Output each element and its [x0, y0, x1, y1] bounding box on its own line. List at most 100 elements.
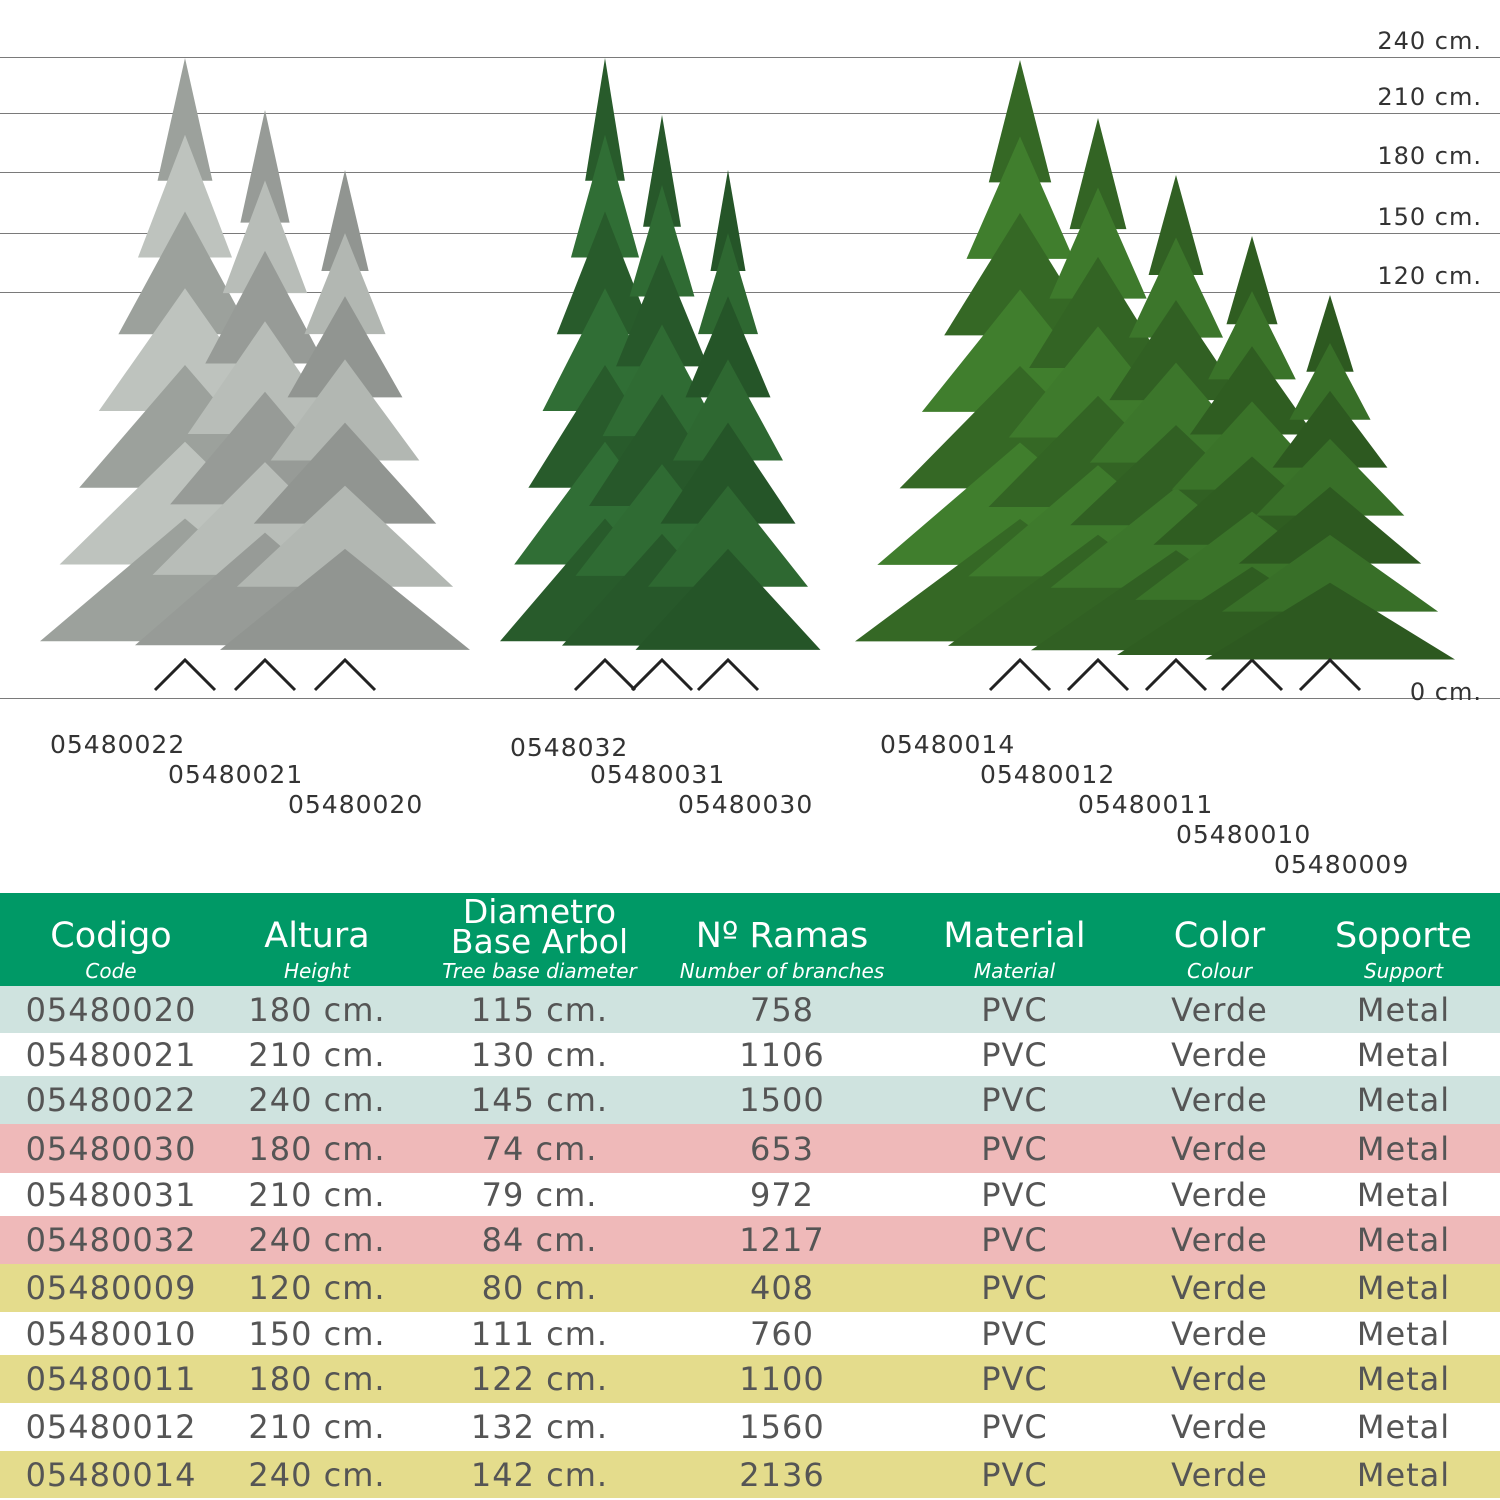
tree-code-label: 05480009	[1274, 850, 1410, 879]
scale-line	[0, 698, 1500, 699]
cell-color: Verde	[1171, 1269, 1268, 1307]
tree-illustrations	[40, 58, 1455, 692]
cell-branches: 758	[749, 990, 815, 1029]
cell-support: Metal	[1356, 1314, 1451, 1353]
scale-label: 150 cm.	[1377, 203, 1482, 231]
tree-code-label: 05480021	[168, 760, 304, 789]
tree-code-label: 05480011	[1078, 790, 1214, 819]
tree-05480030	[635, 170, 821, 692]
cell-diameter: 130 cm.	[470, 1035, 609, 1074]
column-header: Soporte Support	[1307, 893, 1500, 986]
tree-code-label: 05480012	[980, 760, 1116, 789]
cell-color: Verde	[1171, 1175, 1268, 1214]
table-row: 05480012 210 cm. 132 cm. 1560 PVC Verde Metal	[0, 1403, 1500, 1451]
column-header: Nº Ramas Number of branches	[667, 893, 897, 986]
cell-diameter: 111 cm.	[470, 1314, 609, 1353]
table-body: 05480020 180 cm. 115 cm. 758 PVC Verde Metal 05…	[0, 986, 1500, 1498]
table-header: Codigo Code Altura Height Diametro Base Arbol…	[0, 893, 1500, 986]
cell-height: 180 cm.	[248, 1129, 386, 1168]
scale-label: 0 cm.	[1409, 678, 1482, 706]
cell-material: PVC	[981, 1221, 1048, 1259]
cell-support: Metal	[1356, 1175, 1451, 1214]
cell-color: Verde	[1171, 1129, 1268, 1168]
table-row: 05480031 210 cm. 79 cm. 972 PVC Verde Metal	[0, 1173, 1500, 1216]
cell-diameter: 132 cm.	[470, 1408, 609, 1446]
cell-height: 210 cm.	[248, 1035, 386, 1074]
column-header-subtitle: Support	[1363, 959, 1444, 983]
cell-code: 05480030	[25, 1129, 197, 1168]
table-row: 05480022 240 cm. 145 cm. 1500 PVC Verde Metal	[0, 1076, 1500, 1124]
scale-line	[0, 113, 1500, 114]
cell-height: 210 cm.	[248, 1408, 386, 1446]
cell-diameter: 79 cm.	[481, 1175, 598, 1214]
cell-code: 05480022	[25, 1081, 197, 1119]
cell-code: 05480032	[25, 1221, 197, 1259]
column-header: Color Colour	[1132, 893, 1307, 986]
cell-height: 240 cm.	[248, 1221, 386, 1259]
scale-line	[0, 172, 1500, 173]
column-header-subtitle: Height	[283, 959, 351, 983]
cell-branches: 1500	[739, 1081, 825, 1119]
cell-material: PVC	[981, 1035, 1048, 1074]
table-row: 05480032 240 cm. 84 cm. 1217 PVC Verde Metal	[0, 1216, 1500, 1264]
table-row: 05480010 150 cm. 111 cm. 760 PVC Verde Metal	[0, 1312, 1500, 1355]
cell-color: Verde	[1171, 990, 1268, 1029]
tree-code-label: 05480010	[1176, 820, 1312, 849]
cell-color: Verde	[1171, 1360, 1268, 1398]
tree-code-label: 0548032	[510, 733, 629, 762]
cell-color: Verde	[1171, 1035, 1268, 1074]
size-comparison-illustration: 240 cm. 210 cm. 180 cm. 150 cm. 120 cm. 0 cm.…	[0, 27, 1500, 879]
cell-branches: 1100	[739, 1360, 825, 1398]
cell-code: 05480010	[25, 1314, 197, 1353]
cell-height: 240 cm.	[248, 1455, 386, 1494]
cell-diameter: 145 cm.	[470, 1081, 609, 1119]
cell-color: Verde	[1171, 1408, 1268, 1446]
cell-color: Verde	[1171, 1081, 1268, 1119]
cell-code: 05480009	[25, 1269, 197, 1307]
cell-support: Metal	[1356, 1035, 1451, 1074]
cell-branches: 408	[749, 1269, 815, 1307]
table-row: 05480014 240 cm. 142 cm. 2136 PVC Verde Metal	[0, 1451, 1500, 1498]
scale-line	[0, 292, 1500, 293]
cell-material: PVC	[981, 1081, 1048, 1119]
cell-support: Metal	[1356, 1221, 1451, 1259]
cell-support: Metal	[1356, 1408, 1451, 1446]
column-header-title: Altura	[264, 916, 370, 956]
cell-support: Metal	[1356, 1269, 1451, 1307]
table-row: 05480030 180 cm. 74 cm. 653 PVC Verde Metal	[0, 1124, 1500, 1173]
column-header-title: Soporte	[1335, 916, 1472, 956]
cell-material: PVC	[981, 1314, 1048, 1353]
column-header: Altura Height	[222, 893, 412, 986]
column-header: Diametro Base Arbol Tree base diameter	[412, 893, 667, 986]
cell-material: PVC	[981, 990, 1048, 1029]
cell-material: PVC	[981, 1269, 1048, 1307]
table-row: 05480020 180 cm. 115 cm. 758 PVC Verde Metal	[0, 986, 1500, 1033]
column-header-title: Nº Ramas	[695, 916, 869, 956]
column-header-subtitle: Tree base diameter	[442, 959, 637, 983]
tree-code-label: 05480014	[880, 730, 1016, 759]
scale-label: 210 cm.	[1377, 83, 1482, 111]
scale-label: 180 cm.	[1377, 142, 1482, 170]
cell-height: 180 cm.	[248, 990, 386, 1029]
cell-code: 05480014	[25, 1455, 197, 1494]
cell-diameter: 80 cm.	[481, 1269, 598, 1307]
cell-support: Metal	[1356, 1455, 1451, 1494]
scale-label: 240 cm.	[1377, 27, 1482, 55]
cell-material: PVC	[981, 1360, 1048, 1398]
cell-material: PVC	[981, 1408, 1048, 1446]
cell-support: Metal	[1356, 990, 1451, 1029]
column-header-subtitle: Material	[973, 959, 1056, 983]
column-header-title-line: Base Arbol	[450, 922, 629, 961]
cell-support: Metal	[1356, 1081, 1451, 1119]
cell-material: PVC	[981, 1455, 1048, 1494]
cell-diameter: 122 cm.	[470, 1360, 609, 1398]
tree-code-label: 05480030	[678, 790, 814, 819]
table-row: 05480021 210 cm. 130 cm. 1106 PVC Verde Metal	[0, 1033, 1500, 1076]
column-header-title: Color	[1173, 916, 1266, 956]
column-header-title-line: Diametro	[462, 892, 617, 931]
column-header-subtitle: Code	[85, 959, 137, 983]
cell-material: PVC	[981, 1175, 1048, 1214]
cell-color: Verde	[1171, 1455, 1268, 1494]
tree-code-label: 05480022	[50, 730, 186, 759]
table-row: 05480011 180 cm. 122 cm. 1100 PVC Verde Metal	[0, 1355, 1500, 1403]
